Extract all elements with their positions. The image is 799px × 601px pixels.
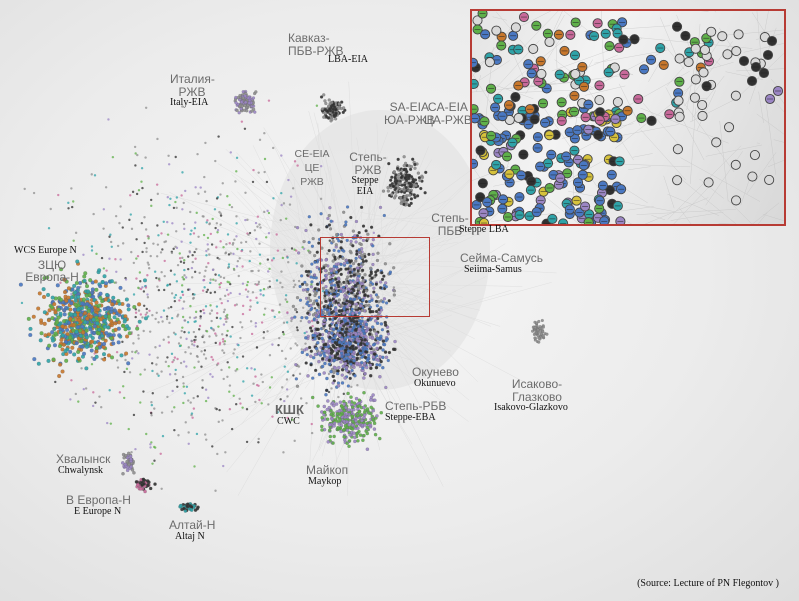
- label-ce-ru: CE-EIA ЦЕ РЖВ: [294, 148, 330, 189]
- cluster-altai: [178, 502, 200, 513]
- label-ce: CE-EIA ЦЕ РЖВ: [291, 147, 333, 190]
- label-wcs-ru: ЗЦЮ Европа-Н: [25, 257, 79, 285]
- label-seima-en: Seiima-Samus: [464, 263, 522, 275]
- label-e-europe: В Европа-Н E Europe N: [66, 494, 131, 517]
- label-ca-ru: CA-EIA ЦА-РЖВ: [424, 100, 472, 127]
- cluster-isakovo: [531, 318, 549, 344]
- cluster-steppe-eba: [310, 391, 383, 451]
- label-seima: Сейма-Самусь Seiima-Samus: [460, 252, 543, 275]
- label-sa: SA-EIA ЮА-РЖВ: [384, 101, 435, 126]
- label-altai: Алтай-Н Altaj N: [169, 519, 215, 542]
- label-maykop-en: Maykop: [308, 475, 342, 487]
- cluster-cwc: [300, 293, 397, 397]
- label-sa-ru: SA-EIA ЮА-РЖВ: [384, 100, 435, 127]
- label-steppe-eba: Степь-РБВ Steppe-EBA: [385, 400, 446, 423]
- label-kavkaz-en: LBA-EIA: [328, 54, 368, 66]
- zoom-inset: [470, 9, 786, 226]
- cluster-e-europe: [134, 477, 157, 494]
- label-isakovo: Исаково- Глазково Isakovo-Glazkovo: [494, 378, 580, 414]
- cluster-kavkaz: [319, 93, 347, 123]
- label-italy-ru: Италия- РЖВ: [170, 72, 215, 99]
- label-isakovo-en: Isakovo-Glazkovo: [494, 402, 568, 414]
- label-wcs: WCS Europe N ЗЦЮ Европа-Н: [14, 245, 90, 285]
- label-maykop-ru: Майкоп: [306, 463, 349, 477]
- label-seima-ru: Сейма-Самусь: [460, 251, 543, 265]
- zoom-region-frame: [320, 237, 430, 317]
- label-okunevo-ru: Окунево: [412, 365, 459, 379]
- cluster-steppe-eia: [381, 155, 428, 208]
- label-steppe-eba-ru: Степь-РБВ: [385, 399, 447, 413]
- inset-nodes: [472, 11, 784, 224]
- scattered-nodes: [20, 98, 396, 492]
- label-maykop: Майкоп Maykop: [306, 464, 348, 487]
- label-steppe-lba-en: Steppe LBA: [459, 224, 509, 236]
- cluster-khvalynsk: [121, 451, 136, 476]
- label-altai-en: Altaj N: [175, 530, 205, 542]
- zoom-inset-graph: [472, 11, 784, 224]
- label-isakovo-ru: Исаково- Глазково: [511, 377, 563, 404]
- label-cwc: КШК CWC: [275, 403, 304, 427]
- label-steppe-lba: Степь- ПБВ Steppe LBA: [431, 211, 509, 238]
- cluster-italy: [233, 89, 258, 115]
- cluster-wcs-europe: [18, 259, 148, 379]
- label-wcs-en: WCS Europe N: [14, 245, 77, 256]
- label-italy: Италия- РЖВ Italy-EIA: [170, 72, 215, 109]
- label-cwc-ru: КШК: [275, 402, 304, 417]
- label-italy-en: Italy-EIA: [170, 97, 209, 109]
- label-khvalynsk-en: Chwalynsk: [58, 464, 103, 476]
- label-okunevo-en: Okunuevo: [414, 377, 456, 389]
- label-kavkaz: Кавказ- ПБВ-РЖВ LBA-EIA: [288, 32, 368, 66]
- label-steppe-eia-en: Steppe EIA: [351, 175, 379, 197]
- label-okunevo: Окунево Okunuevo: [412, 366, 459, 389]
- label-kavkaz-ru: Кавказ- ПБВ-РЖВ: [288, 31, 344, 58]
- source-caption: (Source: Lecture of PN Flegontov ): [637, 578, 779, 589]
- label-cwc-en: CWC: [277, 415, 300, 427]
- label-steppe-lba-ru: Степь- ПБВ: [431, 211, 469, 238]
- label-ca: CA-EIA ЦА-РЖВ: [424, 101, 472, 126]
- label-steppe-eba-en: Steppe-EBA: [385, 411, 436, 423]
- label-khvalynsk-ru: Хвалынск: [56, 452, 111, 466]
- label-steppe-eia: Степь- РЖВ Steppe EIA: [348, 151, 388, 197]
- label-khvalynsk: Хвалынск Chwalynsk: [56, 453, 110, 476]
- label-e-europe-ru: В Европа-Н: [66, 493, 131, 507]
- label-e-europe-en: E Europe N: [74, 505, 122, 517]
- label-altai-ru: Алтай-Н: [169, 518, 216, 532]
- label-steppe-eia-ru: Степь- РЖВ: [349, 150, 387, 177]
